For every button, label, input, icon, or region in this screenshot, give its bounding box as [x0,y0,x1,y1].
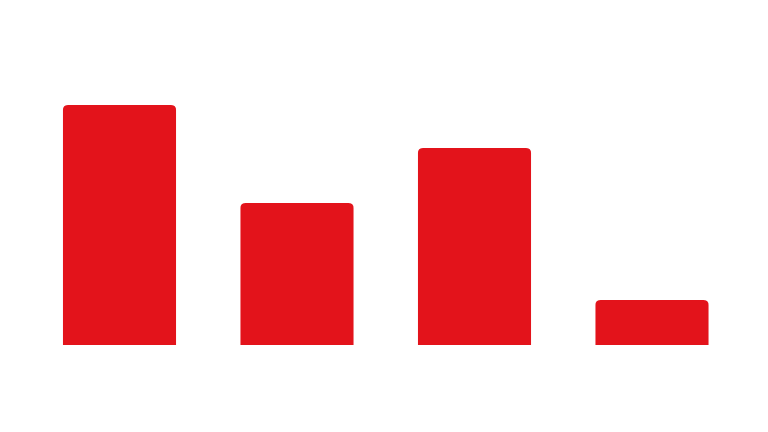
bar [417,148,532,345]
bar [240,203,354,345]
bar [62,105,177,345]
bar [595,300,709,345]
